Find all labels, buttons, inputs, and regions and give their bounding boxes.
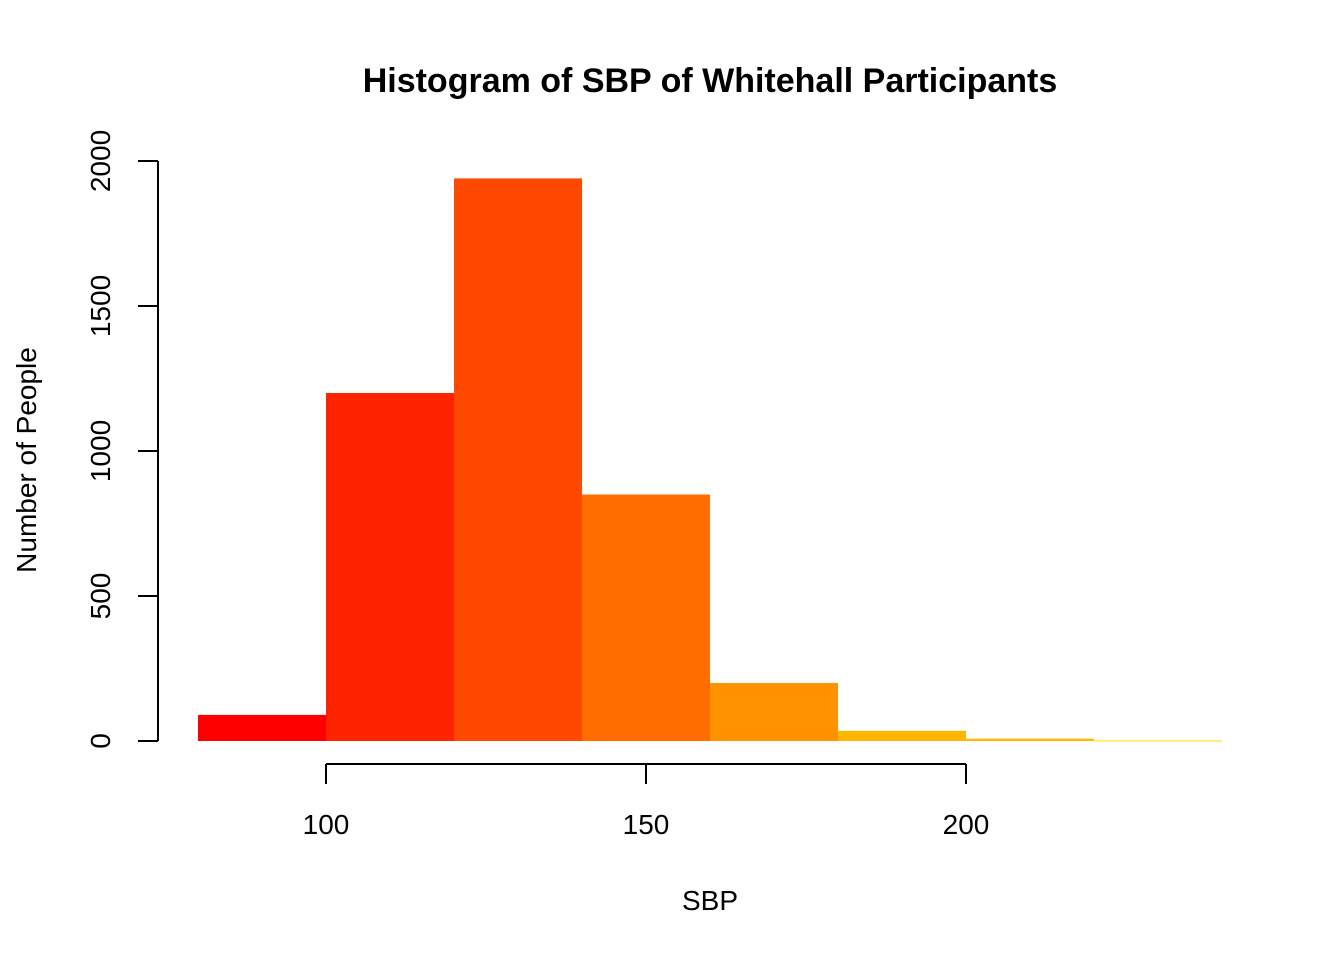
histogram-bar-7 xyxy=(966,738,1094,741)
bars-group xyxy=(198,178,1222,742)
y-tick-label: 0 xyxy=(85,733,116,749)
x-axis: 100 150 200 xyxy=(303,763,990,840)
y-tick-label: 1500 xyxy=(85,275,116,337)
y-tick-label: 1000 xyxy=(85,420,116,482)
histogram-bar-3 xyxy=(454,178,582,741)
histogram-bar-2 xyxy=(326,393,454,741)
x-tick-label: 200 xyxy=(943,809,990,840)
y-axis-label: Number of People xyxy=(11,347,42,573)
x-axis-label: SBP xyxy=(682,885,738,916)
histogram-bar-5 xyxy=(710,683,838,741)
histogram-bar-4 xyxy=(582,494,710,741)
x-tick-label: 150 xyxy=(623,809,670,840)
histogram-bar-8 xyxy=(1094,740,1222,742)
chart-title: Histogram of SBP of Whitehall Participan… xyxy=(363,62,1058,100)
y-axis: 0 500 1000 1500 2000 xyxy=(85,130,159,749)
x-tick-label: 100 xyxy=(303,809,350,840)
histogram-bar-6 xyxy=(838,730,966,741)
y-tick-label: 500 xyxy=(85,573,116,620)
histogram-bar-1 xyxy=(198,714,326,741)
y-tick-label: 2000 xyxy=(85,130,116,192)
